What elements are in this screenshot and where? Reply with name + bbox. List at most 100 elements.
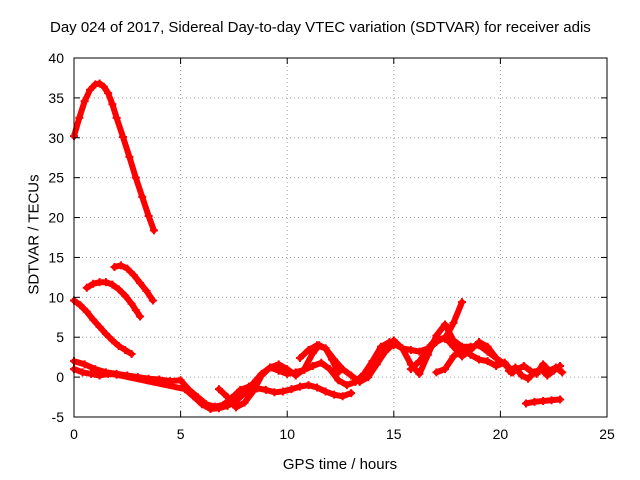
- data-point: [127, 299, 136, 308]
- data-point: [449, 342, 458, 351]
- data-point: [110, 263, 119, 272]
- data-point: [483, 342, 492, 351]
- data-point: [504, 366, 513, 375]
- data-point: [76, 301, 85, 310]
- data-point: [492, 353, 501, 362]
- data-point: [519, 361, 528, 370]
- data-point: [95, 371, 104, 380]
- data-point: [530, 397, 539, 406]
- data-point: [114, 341, 123, 350]
- data-point: [121, 345, 130, 354]
- data-point: [415, 369, 424, 378]
- series-mid-4: [432, 345, 518, 377]
- y-tick-label: 0: [56, 369, 64, 385]
- data-point: [180, 385, 189, 394]
- data-point: [466, 350, 475, 359]
- data-point: [342, 381, 351, 390]
- data-point: [556, 395, 565, 404]
- data-point: [236, 385, 245, 394]
- data-point: [406, 345, 415, 354]
- data-point: [543, 371, 552, 380]
- data-point: [300, 365, 309, 374]
- data-point: [338, 392, 347, 401]
- data-point: [104, 369, 113, 378]
- data-point: [189, 392, 198, 401]
- data-point: [95, 79, 104, 88]
- data-point: [123, 264, 132, 273]
- data-point: [500, 358, 509, 367]
- x-axis-label: GPS time / hours: [282, 456, 398, 473]
- data-point: [283, 369, 292, 378]
- series-arc-decay: [70, 296, 136, 358]
- data-point: [524, 374, 533, 383]
- data-point: [389, 336, 398, 345]
- data-point: [80, 97, 89, 106]
- data-point: [458, 345, 467, 354]
- x-tick-label: 15: [386, 426, 402, 442]
- data-point: [325, 365, 334, 374]
- data-point: [249, 387, 258, 396]
- data-point: [415, 347, 424, 356]
- data-point: [142, 286, 151, 295]
- data-point: [308, 361, 317, 370]
- data-point: [214, 385, 223, 394]
- data-point: [119, 132, 128, 141]
- data-point: [547, 396, 556, 405]
- series-arc-14: [110, 261, 157, 305]
- y-tick-label: -5: [52, 409, 65, 425]
- data-point: [206, 405, 215, 414]
- y-tick-label: 35: [48, 90, 64, 106]
- data-point: [558, 368, 567, 377]
- data-point: [82, 307, 91, 316]
- y-tick-label: 20: [48, 210, 64, 226]
- data-point: [432, 368, 441, 377]
- x-tick-label: 5: [177, 426, 185, 442]
- data-point: [223, 401, 232, 410]
- data-point: [75, 113, 84, 122]
- series-line: [216, 339, 397, 411]
- data-point: [257, 371, 266, 380]
- data-point: [511, 363, 520, 372]
- data-point: [136, 312, 145, 321]
- data-point: [449, 318, 458, 327]
- data-point: [530, 368, 539, 377]
- y-tick-label: 25: [48, 170, 64, 186]
- data-point: [89, 279, 98, 288]
- data-point: [492, 361, 501, 370]
- x-tick-label: 25: [599, 426, 615, 442]
- data-point: [321, 387, 330, 396]
- series-line: [71, 297, 135, 357]
- data-point: [321, 344, 330, 353]
- data-point: [108, 336, 117, 345]
- data-point: [458, 298, 467, 307]
- series-line: [83, 279, 144, 320]
- data-point: [338, 365, 347, 374]
- data-point: [355, 377, 364, 386]
- series-line: [433, 347, 517, 376]
- x-tick-label: 0: [70, 426, 78, 442]
- data-point: [291, 368, 300, 377]
- data-point: [266, 363, 275, 372]
- data-point: [304, 381, 313, 390]
- series-line: [111, 262, 156, 304]
- data-point: [539, 397, 548, 406]
- data-point: [313, 341, 322, 350]
- data-point: [89, 315, 98, 324]
- data-point: [148, 296, 157, 305]
- data-point: [313, 383, 322, 392]
- data-point: [80, 360, 89, 369]
- data-point: [131, 173, 140, 182]
- data-point: [368, 357, 377, 366]
- data-point: [287, 385, 296, 394]
- data-point: [556, 361, 565, 370]
- data-point: [406, 365, 415, 374]
- data-point: [240, 398, 249, 407]
- data-point: [449, 352, 458, 361]
- series-tail-2: [504, 361, 565, 383]
- data-point: [381, 345, 390, 354]
- data-point: [475, 338, 484, 347]
- data-point: [274, 366, 283, 375]
- data-point: [149, 226, 158, 235]
- data-point: [330, 390, 339, 399]
- data-point: [223, 393, 232, 402]
